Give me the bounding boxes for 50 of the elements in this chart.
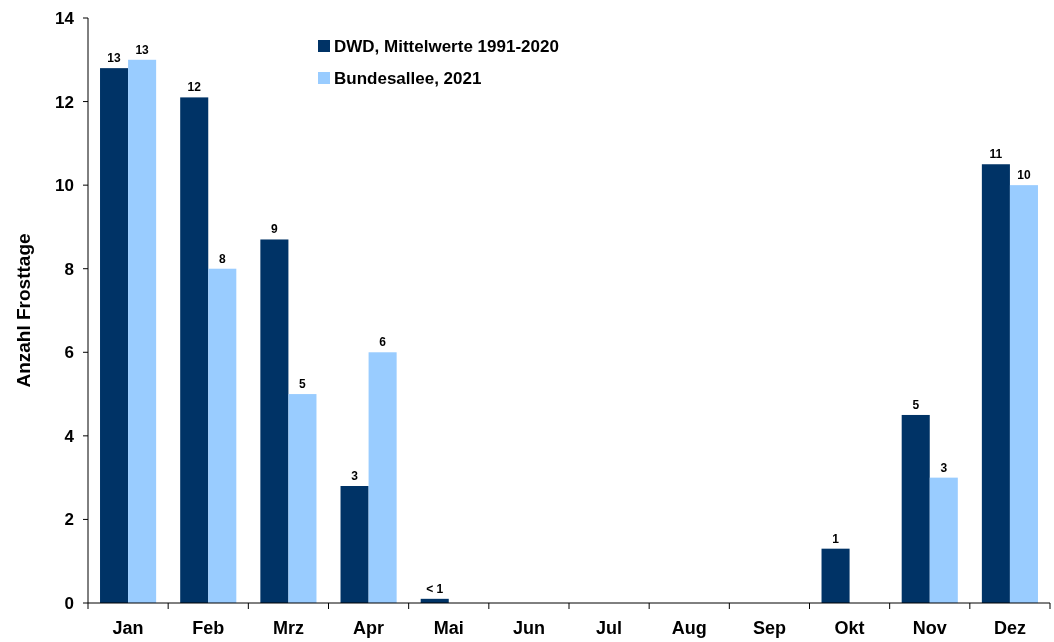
- data-label: 3: [351, 469, 359, 483]
- data-label: 5: [299, 377, 307, 392]
- x-tick-label: Mai: [433, 618, 464, 638]
- x-tick-label: Feb: [192, 618, 225, 638]
- x-tick-label: Okt: [834, 618, 865, 638]
- bar: [901, 414, 930, 603]
- data-label: 6: [379, 335, 387, 350]
- bar: [929, 477, 958, 603]
- bar: [981, 164, 1010, 603]
- data-label: 11: [989, 147, 1003, 162]
- x-tick-label: Jun: [512, 618, 545, 638]
- y-tick-label: 0: [64, 593, 74, 613]
- x-tick-label: Dez: [993, 618, 1026, 638]
- bar: [100, 68, 129, 603]
- data-label: 5: [912, 397, 920, 412]
- x-tick-label: Nov: [912, 618, 947, 638]
- y-tick-label: 12: [55, 92, 74, 112]
- x-tick-label: Apr: [353, 618, 385, 638]
- data-label: 9: [271, 222, 279, 237]
- bar: [821, 548, 850, 603]
- x-tick-label: Jan: [112, 618, 144, 638]
- legend-label: DWD, Mittelwerte 1991-2020: [334, 37, 559, 56]
- bar: [260, 239, 289, 603]
- data-label: 10: [1017, 168, 1031, 183]
- bar: [288, 394, 317, 603]
- x-tick-label: Sep: [752, 618, 786, 638]
- data-label: 8: [218, 251, 226, 266]
- data-label: 12: [187, 80, 202, 95]
- y-tick-label: 8: [64, 259, 74, 279]
- y-tick-label: 4: [64, 426, 75, 446]
- bar: [128, 59, 157, 603]
- x-tick-label: Jul: [596, 618, 623, 638]
- bar: [180, 97, 209, 603]
- y-tick-label: 6: [64, 343, 74, 363]
- legend-label: Bundesallee, 2021: [334, 69, 482, 88]
- x-tick-label: Mrz: [272, 618, 304, 638]
- bar: [1009, 185, 1038, 603]
- data-label: 13: [107, 51, 122, 66]
- data-label: < 1: [426, 581, 444, 596]
- y-axis-title: Anzahl Frosttage: [13, 233, 34, 388]
- y-tick-label: 14: [55, 8, 75, 28]
- bar: [340, 486, 369, 603]
- data-label: 3: [940, 460, 948, 475]
- data-label: 13: [135, 42, 150, 57]
- y-tick-label: 2: [64, 510, 74, 530]
- bar: [368, 352, 397, 603]
- bar: [208, 268, 237, 603]
- y-tick-label: 10: [55, 176, 74, 196]
- x-tick-label: Aug: [671, 618, 707, 638]
- data-label: 1: [832, 531, 840, 546]
